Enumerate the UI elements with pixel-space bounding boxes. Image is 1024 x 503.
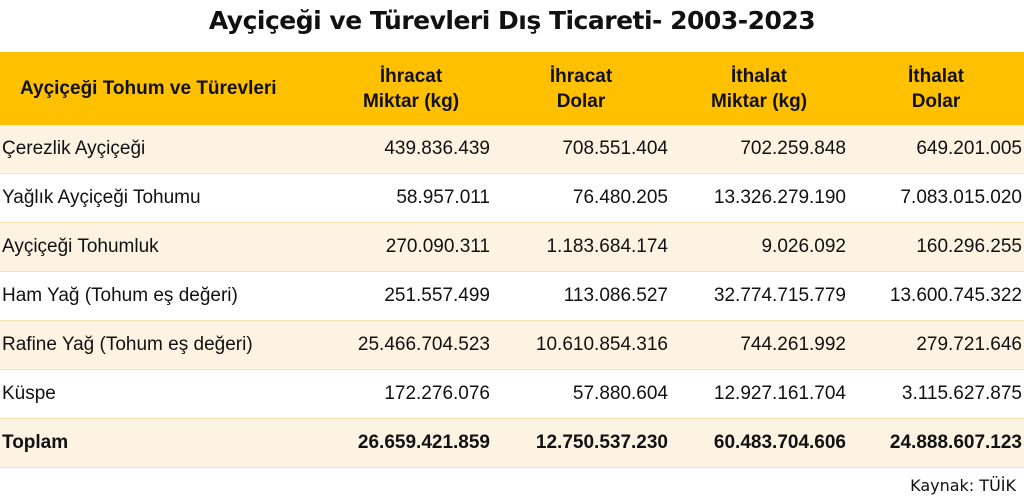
table-row: Yağlık Ayçiçeği Tohumu 58.957.011 76.480.2… xyxy=(0,173,1024,223)
cell-value: 113.086.527 xyxy=(492,271,670,321)
cell-value: 13.326.279.190 xyxy=(670,173,848,223)
row-label: Rafine Yağ (Tohum eş değeri) xyxy=(0,320,330,370)
cell-value: 270.090.311 xyxy=(330,222,492,272)
page-title: Ayçiçeği ve Türevleri Dış Ticareti- 2003… xyxy=(208,6,816,35)
cell-value: 9.026.092 xyxy=(670,222,848,272)
table-row: Rafine Yağ (Tohum eş değeri) 25.466.704.5… xyxy=(0,320,1024,370)
cell-value: 12.927.161.704 xyxy=(670,369,848,419)
cell-value: 279.721.646 xyxy=(848,320,1024,370)
cell-value: 32.774.715.779 xyxy=(670,271,848,321)
cell-value: 26.659.421.859 xyxy=(330,418,492,468)
row-label: Çerezlik Ayçiçeği xyxy=(0,125,330,174)
cell-value: 251.557.499 xyxy=(330,271,492,321)
cell-value: 744.261.992 xyxy=(670,320,848,370)
cell-value: 60.483.704.606 xyxy=(670,418,848,468)
table-row: Çerezlik Ayçiçeği 439.836.439 708.551.404 7… xyxy=(0,125,1024,174)
header-export-usd: İhracat Dolar xyxy=(492,52,670,125)
header-line: İhracat xyxy=(549,65,613,87)
header-line: İthalat xyxy=(731,65,787,87)
cell-value: 7.083.015.020 xyxy=(848,173,1024,223)
header-line: Miktar (kg) xyxy=(362,90,460,112)
cell-value: 10.610.854.316 xyxy=(492,320,670,370)
cell-value: 57.880.604 xyxy=(492,369,670,419)
cell-value: 172.276.076 xyxy=(330,369,492,419)
header-import-usd: İthalat Dolar xyxy=(848,52,1024,125)
cell-value: 58.957.011 xyxy=(330,173,492,223)
header-line: Dolar xyxy=(556,90,606,112)
cell-value: 1.183.684.174 xyxy=(492,222,670,272)
header-line: İhracat xyxy=(379,65,443,87)
header-export-qty: İhracat Miktar (kg) xyxy=(330,52,492,125)
cell-value: 702.259.848 xyxy=(670,125,848,174)
source-note: Kaynak: TÜİK xyxy=(910,476,1016,495)
row-label: Yağlık Ayçiçeği Tohumu xyxy=(0,173,330,223)
cell-value: 708.551.404 xyxy=(492,125,670,174)
header-import-qty: İthalat Miktar (kg) xyxy=(670,52,848,125)
cell-value: 25.466.704.523 xyxy=(330,320,492,370)
cell-value: 24.888.607.123 xyxy=(848,418,1024,468)
cell-value: 12.750.537.230 xyxy=(492,418,670,468)
header-row: Ayçiçeği Tohum ve Türevleri İhracat Mikta… xyxy=(0,52,1024,125)
total-row: Toplam 26.659.421.859 12.750.537.230 60.483… xyxy=(0,418,1024,468)
table-row: Ayçiçeği Tohumluk 270.090.311 1.183.684.17… xyxy=(0,222,1024,272)
cell-value: 649.201.005 xyxy=(848,125,1024,174)
header-line: İthalat xyxy=(908,65,964,87)
row-label: Ayçiçeği Tohumluk xyxy=(0,222,330,272)
table-row: Ham Yağ (Tohum eş değeri) 251.557.499 113.… xyxy=(0,271,1024,321)
row-label: Küspe xyxy=(0,369,330,419)
cell-value: 76.480.205 xyxy=(492,173,670,223)
cell-value: 160.296.255 xyxy=(848,222,1024,272)
cell-value: 3.115.627.875 xyxy=(848,369,1024,419)
cell-value: 13.600.745.322 xyxy=(848,271,1024,321)
trade-table: Ayçiçeği Tohum ve Türevleri İhracat Mikta… xyxy=(0,52,1024,468)
header-line: Miktar (kg) xyxy=(710,90,808,112)
table-row: Küspe 172.276.076 57.880.604 12.927.161.704… xyxy=(0,369,1024,419)
cell-value: 439.836.439 xyxy=(330,125,492,174)
header-line: Dolar xyxy=(911,90,961,112)
row-label: Ham Yağ (Tohum eş değeri) xyxy=(0,271,330,321)
row-label: Toplam xyxy=(0,418,330,468)
header-product: Ayçiçeği Tohum ve Türevleri xyxy=(0,52,330,125)
